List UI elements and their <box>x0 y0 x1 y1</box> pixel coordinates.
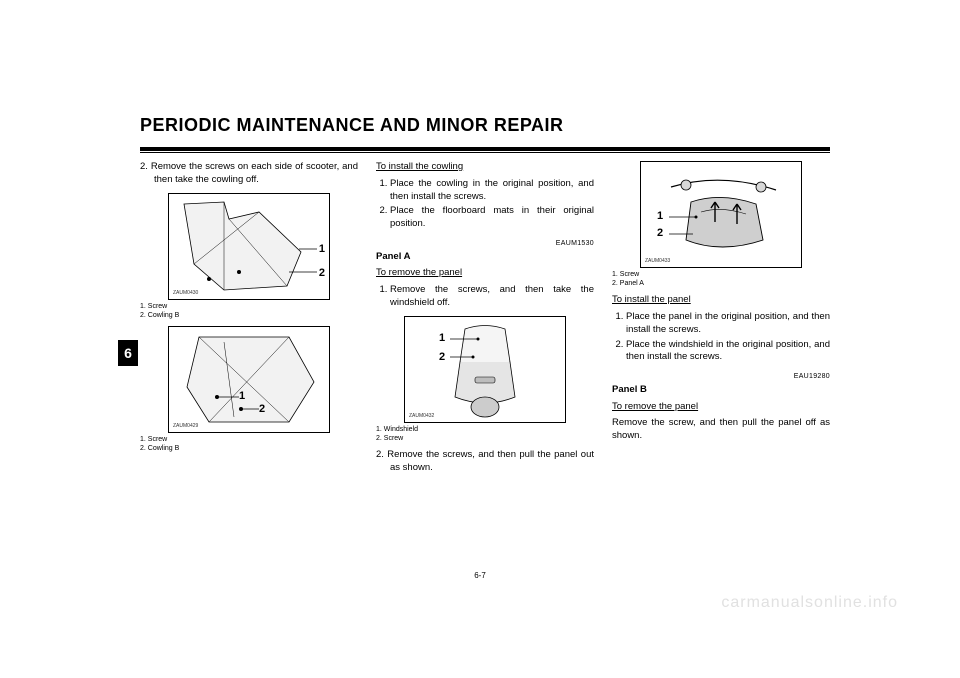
figure-3-caption-1: 1. Windshield <box>376 425 594 434</box>
figure-4-code: ZAUM0433 <box>645 258 670 265</box>
figure-2: 1 2 ZAUM0429 <box>168 326 330 433</box>
figure-3: 1 2 ZAUM0432 <box>404 316 566 423</box>
figure-1-callout-2: 2 <box>319 266 325 281</box>
figure-4-callout-2: 2 <box>657 226 663 241</box>
column-1: 2. Remove the screws on each side of sco… <box>140 161 358 479</box>
remove-panel-item-2: 2. Remove the screws, and then pull the … <box>376 449 594 475</box>
title-rule <box>140 147 830 151</box>
remove-panel-b-text: Remove the screw, and then pull the pane… <box>612 417 830 443</box>
figure-2-caption: 1. Screw 2. Cowling B <box>140 435 358 453</box>
figure-2-caption-1: 1. Screw <box>140 435 358 444</box>
figure-3-callout-1: 1 <box>439 331 445 346</box>
figure-4-caption-2: 2. Panel A <box>612 279 830 288</box>
install-cowling-item-1: Place the cowling in the original positi… <box>390 178 594 204</box>
install-cowling-item-2: Place the floorboard mats in their origi… <box>390 205 594 231</box>
panel-b-label: Panel B <box>612 384 830 397</box>
remove-panel-item-1: Remove the screws, and then take the win… <box>390 284 594 310</box>
figure-2-wrap: 1 2 ZAUM0429 <box>140 326 358 433</box>
figure-1: 1 2 ZAUM0430 <box>168 193 330 300</box>
remove-panel-list: Remove the screws, and then take the win… <box>376 284 594 310</box>
install-cowling-list: Place the cowling in the original positi… <box>376 178 594 231</box>
page: 6 PERIODIC MAINTENANCE AND MINOR REPAIR … <box>0 0 960 678</box>
chapter-tab: 6 <box>118 340 138 366</box>
column-3: 1 2 ZAUM0433 1. Screw 2. Panel A To inst… <box>612 161 830 479</box>
page-title: PERIODIC MAINTENANCE AND MINOR REPAIR <box>140 115 830 139</box>
figure-1-callout-1: 1 <box>319 242 325 257</box>
install-panel-list: Place the panel in the original position… <box>612 311 830 364</box>
install-cowling-heading: To install the cowling <box>376 161 594 174</box>
figure-2-code: ZAUM0429 <box>173 423 198 430</box>
figure-2-callout-1: 1 <box>239 389 245 404</box>
content: PERIODIC MAINTENANCE AND MINOR REPAIR 2.… <box>140 115 830 479</box>
figure-3-wrap: 1 2 ZAUM0432 <box>376 316 594 423</box>
install-panel-item-1: Place the panel in the original position… <box>626 311 830 337</box>
install-panel-heading: To install the panel <box>612 294 830 307</box>
intro-step: 2. Remove the screws on each side of sco… <box>140 161 358 187</box>
figure-1-wrap: 1 2 ZAUM0430 <box>140 193 358 300</box>
figure-1-caption: 1. Screw 2. Cowling B <box>140 302 358 320</box>
ref-code-2: EAU19280 <box>612 372 830 381</box>
figure-1-code: ZAUM0430 <box>173 290 198 297</box>
figure-4-caption-1: 1. Screw <box>612 270 830 279</box>
figure-4: 1 2 ZAUM0433 <box>640 161 802 268</box>
columns: 2. Remove the screws on each side of sco… <box>140 161 830 479</box>
figure-3-caption-2: 2. Screw <box>376 434 594 443</box>
figure-3-callout-2: 2 <box>439 350 445 365</box>
install-panel-item-2: Place the windshield in the original pos… <box>626 339 830 365</box>
figure-4-caption: 1. Screw 2. Panel A <box>612 270 830 288</box>
ref-code-1: EAUM1530 <box>376 239 594 248</box>
column-2: To install the cowling Place the cowling… <box>376 161 594 479</box>
figure-1-caption-2: 2. Cowling B <box>140 311 358 320</box>
figure-3-caption: 1. Windshield 2. Screw <box>376 425 594 443</box>
page-number: 6-7 <box>474 571 486 580</box>
figure-2-caption-2: 2. Cowling B <box>140 444 358 453</box>
remove-panel-heading: To remove the panel <box>376 267 594 280</box>
watermark: carmanualsonline.info <box>721 594 898 612</box>
figure-2-callout-2: 2 <box>259 402 265 417</box>
figure-3-code: ZAUM0432 <box>409 413 434 420</box>
figure-4-callout-1: 1 <box>657 209 663 224</box>
figure-1-caption-1: 1. Screw <box>140 302 358 311</box>
remove-panel-b-heading: To remove the panel <box>612 401 830 414</box>
figure-4-wrap: 1 2 ZAUM0433 <box>612 161 830 268</box>
panel-a-label: Panel A <box>376 251 594 264</box>
